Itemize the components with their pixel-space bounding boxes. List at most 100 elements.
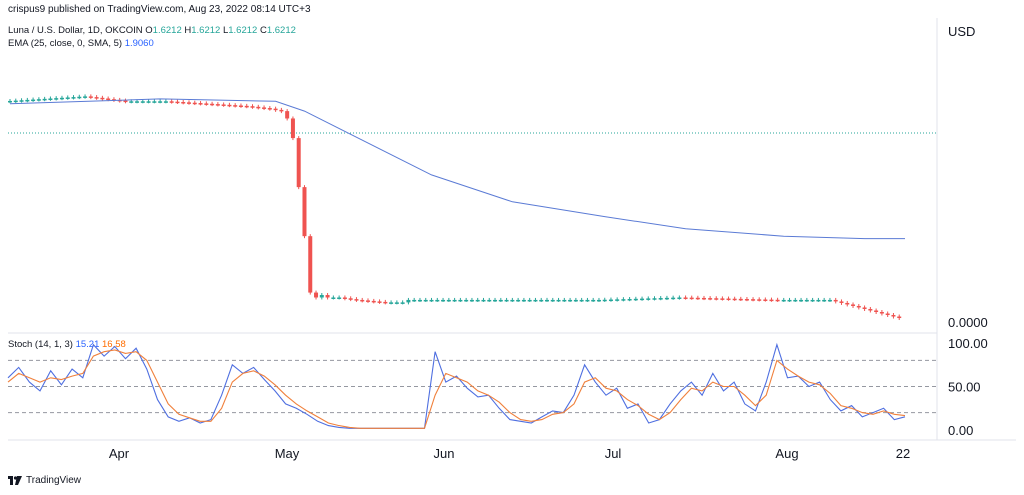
candle-body xyxy=(215,104,220,106)
stoch-tick-label: 100.00 xyxy=(948,336,988,351)
candle-body xyxy=(862,307,867,309)
candle-body xyxy=(504,299,509,302)
candle-body xyxy=(714,298,719,300)
candle-body xyxy=(267,108,272,110)
candle-body xyxy=(695,297,700,300)
candle-body xyxy=(221,104,226,106)
candle-body xyxy=(732,298,737,301)
time-tick-label: Aug xyxy=(775,446,798,461)
candle-body xyxy=(250,106,255,108)
candle-body xyxy=(671,297,676,300)
candle-body xyxy=(314,292,319,298)
price-tick-label: 0.0000 xyxy=(948,315,988,330)
candle-body xyxy=(689,297,694,300)
candle-body xyxy=(833,299,838,302)
candle-body xyxy=(781,299,786,302)
candle-body xyxy=(868,308,873,311)
candle-body xyxy=(652,298,657,300)
candle-body xyxy=(845,302,850,305)
stoch-label: Stoch (14, 1, 3) xyxy=(8,339,73,350)
candle-body xyxy=(763,299,768,301)
candle-body xyxy=(701,297,706,300)
candle-body xyxy=(498,299,503,302)
candle-body xyxy=(804,299,809,302)
stoch-tick-label: 50.00 xyxy=(948,380,981,395)
candle-body xyxy=(158,101,163,103)
candle-body xyxy=(658,298,663,300)
candle-body xyxy=(446,299,451,302)
candle-body xyxy=(233,105,238,107)
candle-body xyxy=(135,101,140,103)
candle-body xyxy=(140,101,145,103)
candle-body xyxy=(285,111,290,119)
candle-body xyxy=(775,299,780,302)
candle-body xyxy=(608,299,613,302)
candle-body xyxy=(175,101,180,104)
candle-body xyxy=(816,299,821,302)
candle-body xyxy=(210,103,215,106)
stoch-d-line xyxy=(7,349,906,429)
candle-body xyxy=(377,301,382,303)
candle-body xyxy=(360,299,365,302)
candle-body xyxy=(744,299,749,301)
candle-body xyxy=(533,299,538,302)
brand-footer: TradingView xyxy=(8,475,81,486)
candle-body xyxy=(169,101,174,103)
stoch-legend: Stoch (14, 1, 3) 15.21 16.58 xyxy=(8,339,126,350)
candle-body xyxy=(423,299,428,302)
candle-body xyxy=(458,299,463,302)
candle-body xyxy=(435,299,440,302)
candle-body xyxy=(187,102,191,104)
candle-body xyxy=(59,97,64,100)
candle-body xyxy=(793,299,798,302)
candle-body xyxy=(885,313,890,316)
candle-body xyxy=(42,98,47,101)
candle-body xyxy=(708,298,713,300)
candle-body xyxy=(244,105,249,108)
candle-body xyxy=(539,299,544,302)
stoch-k-value: 15.21 xyxy=(75,339,100,350)
candle-body xyxy=(879,311,884,314)
candle-body xyxy=(550,299,555,302)
candle-body xyxy=(65,97,70,99)
candle-body xyxy=(129,101,134,103)
candle-body xyxy=(677,297,682,299)
candle-body xyxy=(481,299,486,302)
candle-body xyxy=(856,305,861,308)
candle-body xyxy=(596,299,601,302)
candle-body xyxy=(152,101,157,103)
candle-body xyxy=(273,108,278,111)
ema-legend: EMA (25, close, 0, SMA, 5) 1.9060 xyxy=(8,38,154,49)
high-label: H xyxy=(184,25,192,36)
candle-body xyxy=(400,302,405,304)
candle-body xyxy=(331,297,336,299)
candle-body xyxy=(469,299,474,302)
candle-body xyxy=(822,299,827,302)
candle-body xyxy=(664,297,669,300)
close-value: 1.6212 xyxy=(266,25,296,36)
candle-body xyxy=(602,299,607,302)
candle-body xyxy=(227,104,232,107)
candle-body xyxy=(123,100,128,103)
candle-body xyxy=(94,97,99,99)
candle-body xyxy=(163,101,168,103)
candle-body xyxy=(738,298,743,301)
candle-body xyxy=(366,300,370,302)
candle-body xyxy=(256,106,261,109)
candle-body xyxy=(181,102,186,104)
candle-body xyxy=(562,299,567,302)
close-label: C xyxy=(259,25,267,36)
candle-body xyxy=(897,316,902,319)
ema-line xyxy=(9,98,905,240)
candle-body xyxy=(568,299,573,302)
candle-body xyxy=(412,299,417,302)
candle-body xyxy=(394,302,399,304)
candle-body xyxy=(71,97,76,99)
candle-body xyxy=(354,299,359,301)
low-value: 1.6212 xyxy=(228,25,258,36)
symbol-legend: Luna / U.S. Dollar, 1D, OKCOIN O1.6212 H… xyxy=(8,25,296,36)
candle-body xyxy=(238,105,243,108)
open-value: 1.6212 xyxy=(152,25,182,36)
candle-body xyxy=(406,299,411,303)
